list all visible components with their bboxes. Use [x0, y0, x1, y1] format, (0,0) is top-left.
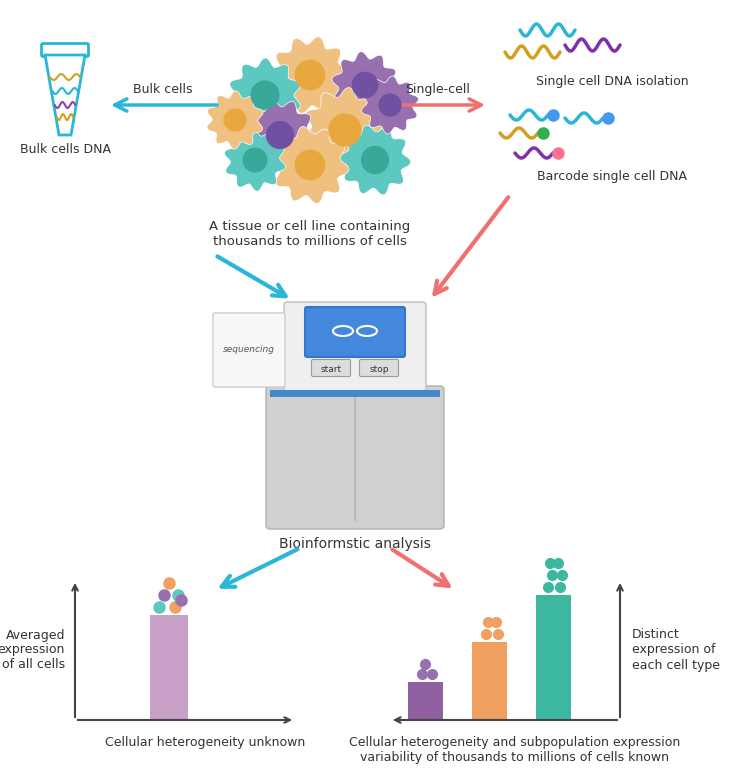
FancyBboxPatch shape [266, 386, 444, 529]
Text: Barcode single cell DNA: Barcode single cell DNA [537, 170, 687, 183]
Text: Bulk cells DNA: Bulk cells DNA [20, 143, 111, 156]
Text: stop: stop [369, 364, 389, 373]
Text: Averaged
expression
of all cells: Averaged expression of all cells [0, 628, 65, 671]
Circle shape [362, 146, 388, 173]
FancyBboxPatch shape [213, 313, 285, 387]
Circle shape [329, 114, 361, 146]
Circle shape [352, 72, 378, 98]
Circle shape [379, 94, 401, 116]
Text: Bioinformstic analysis: Bioinformstic analysis [279, 537, 431, 551]
Circle shape [251, 81, 279, 109]
Polygon shape [225, 129, 286, 191]
Polygon shape [271, 37, 349, 113]
Polygon shape [303, 88, 387, 172]
Circle shape [244, 149, 267, 172]
FancyBboxPatch shape [41, 43, 88, 56]
Text: Cellular heterogeneity unknown: Cellular heterogeneity unknown [105, 736, 305, 749]
FancyBboxPatch shape [305, 307, 405, 357]
Polygon shape [229, 58, 300, 132]
Polygon shape [271, 126, 349, 203]
Text: A tissue or cell line containing
thousands to millions of cells: A tissue or cell line containing thousan… [210, 220, 411, 248]
Bar [150, 615, 188, 720]
Polygon shape [207, 91, 263, 149]
Text: Single cell DNA isolation: Single cell DNA isolation [535, 75, 688, 88]
Polygon shape [45, 55, 85, 135]
Bar [536, 595, 571, 720]
Bar [472, 642, 507, 720]
Text: start: start [320, 364, 342, 373]
Bar [408, 682, 443, 720]
FancyBboxPatch shape [284, 302, 426, 393]
Polygon shape [339, 126, 411, 195]
Polygon shape [361, 76, 418, 134]
Circle shape [296, 60, 325, 89]
FancyBboxPatch shape [311, 360, 351, 377]
Bar [270, 390, 440, 397]
Polygon shape [332, 52, 398, 119]
Polygon shape [244, 100, 316, 169]
Circle shape [267, 122, 293, 149]
Text: Distinct
expression of
each cell type: Distinct expression of each cell type [632, 628, 720, 671]
FancyBboxPatch shape [360, 360, 399, 377]
Text: Bulk cells: Bulk cells [133, 83, 193, 96]
Text: Cellular heterogeneity and subpopulation expression
variability of thousands to : Cellular heterogeneity and subpopulation… [349, 736, 681, 764]
Text: sequencing: sequencing [223, 346, 275, 354]
Circle shape [224, 109, 246, 131]
Text: Single-cell: Single-cell [406, 83, 470, 96]
Circle shape [296, 150, 325, 179]
